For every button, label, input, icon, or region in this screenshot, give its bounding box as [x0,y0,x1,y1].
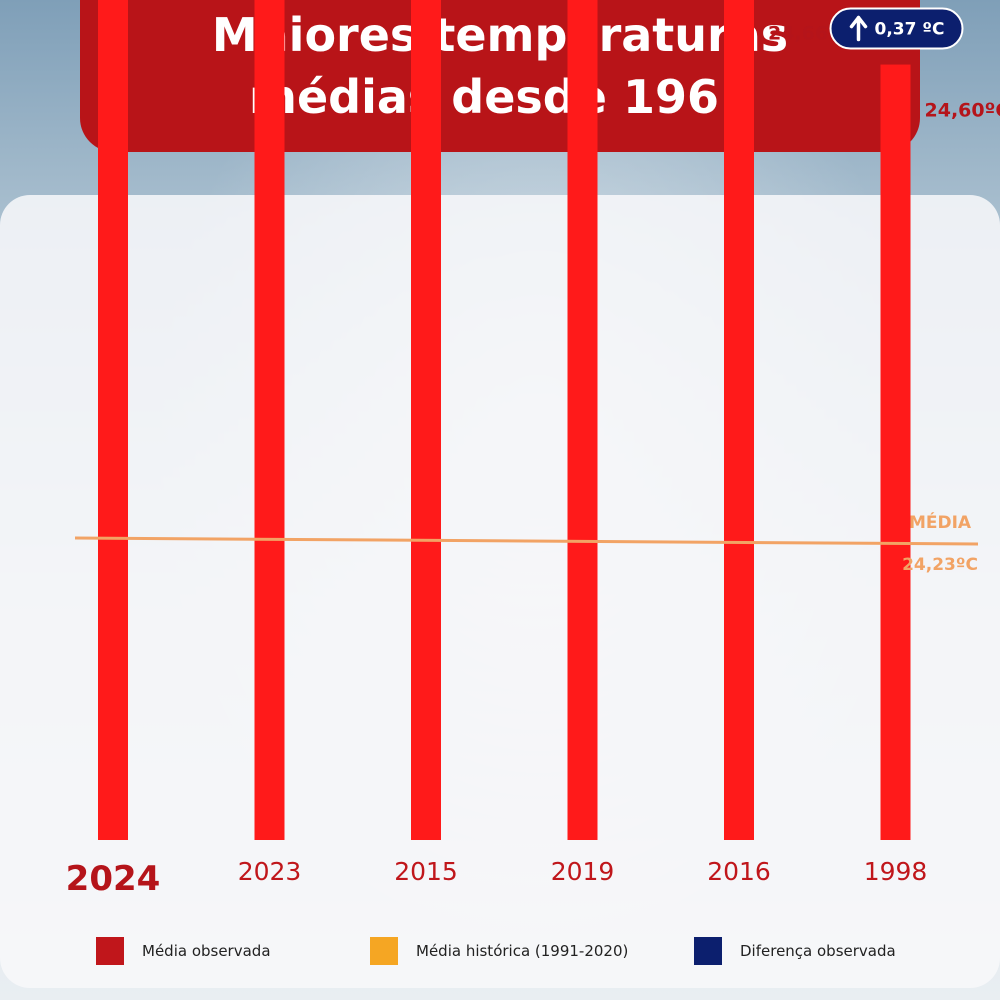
reference-line [74,536,979,546]
value-label-1998: 24,60ºC [925,100,1000,122]
title-banner: Maiores temperaturas médias desde 1961 [80,0,920,152]
legend-label-difference: Diferença observada [740,942,896,960]
category-label-2024: 2024 [66,859,161,899]
reference-line-label: MÉDIA [909,511,972,533]
bar-2024 [98,0,128,841]
legend-swatch-historical [370,937,398,965]
category-label-2019: 2019 [551,857,615,886]
legend: Média observada Média histórica (1991-20… [0,928,1000,978]
category-label-2015: 2015 [394,857,458,886]
legend-swatch-difference [694,937,722,965]
difference-label-1998: 0,37 ºC [875,20,945,40]
chart-card [0,195,1000,988]
bar-2015 [411,0,441,840]
bar-2019 [567,0,598,840]
legend-label-observed: Média observada [142,942,271,960]
title-line-2: médias desde 1961 [249,70,751,124]
legend-label-historical: Média histórica (1991-2020) [416,942,629,960]
reference-line-value: 24,23ºC [902,555,978,575]
legend-item-difference: Diferença observada [694,937,896,965]
bar-2016 [724,0,754,840]
bar-2023 [254,0,285,841]
category-label-2023: 2023 [238,857,302,886]
category-label-1998: 1998 [864,857,928,886]
legend-item-historical: Média histórica (1991-2020) [370,937,628,965]
title-line-1: Maiores temperaturas [211,8,789,62]
up-arrow-icon [849,15,868,42]
difference-badge-1998 [829,7,964,50]
legend-swatch-observed [96,937,124,965]
bar-1998 [880,64,911,841]
legend-item-observed: Média observada [96,937,271,965]
category-label-2016: 2016 [707,857,771,886]
